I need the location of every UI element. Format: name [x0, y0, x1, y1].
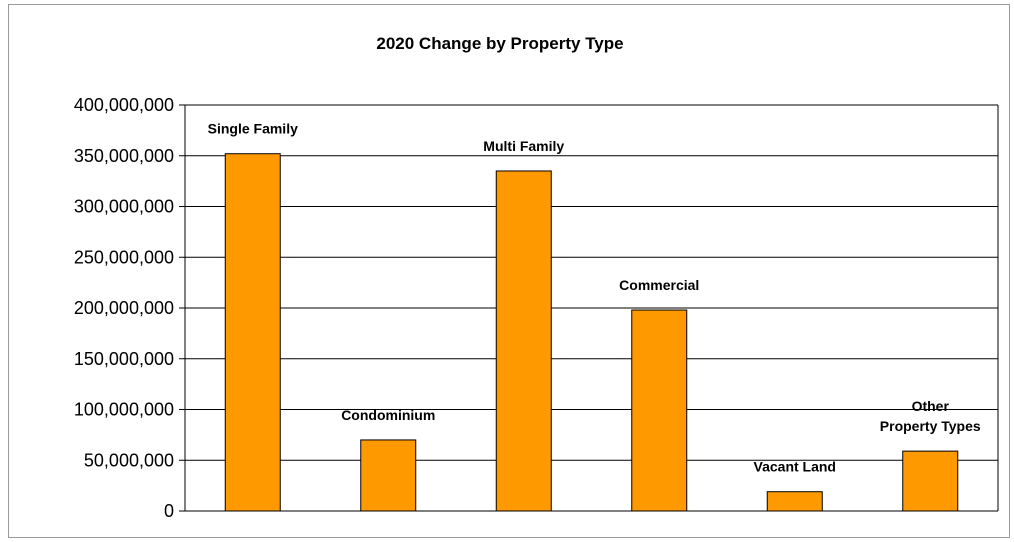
y-tick-label: 300,000,000 [74, 197, 174, 217]
chart-title: 2020 Change by Property Type [376, 34, 623, 53]
axes [184, 105, 999, 512]
category-label: Property Types [880, 418, 981, 434]
category-label: Other [912, 398, 950, 414]
bars [224, 153, 959, 512]
y-tick-label: 200,000,000 [74, 298, 174, 318]
y-tick-label: 350,000,000 [74, 146, 174, 166]
y-axis-ticks: 0 50,000,000 100,000,000 150,000,000 200,000… [74, 95, 185, 521]
bar [495, 170, 552, 512]
y-tick-label: 100,000,000 [74, 400, 174, 420]
y-tick-label: 250,000,000 [74, 247, 174, 267]
y-tick-label: 50,000,000 [84, 450, 174, 470]
gridlines [185, 104, 998, 461]
category-labels: Single Family Condominium Multi Family Comm… [208, 121, 981, 475]
y-tick-label: 0 [164, 501, 174, 521]
y-tick-label: 150,000,000 [74, 349, 174, 369]
y-tick-label: 400,000,000 [74, 95, 174, 115]
category-label: Condominium [341, 407, 435, 423]
category-label: Multi Family [483, 138, 564, 154]
bar [766, 491, 823, 512]
bar [360, 439, 417, 512]
bar [631, 309, 688, 512]
category-label: Vacant Land [754, 459, 836, 475]
category-label: Commercial [619, 277, 699, 293]
bar [902, 450, 959, 512]
bar [224, 153, 281, 512]
category-label: Single Family [208, 121, 298, 137]
